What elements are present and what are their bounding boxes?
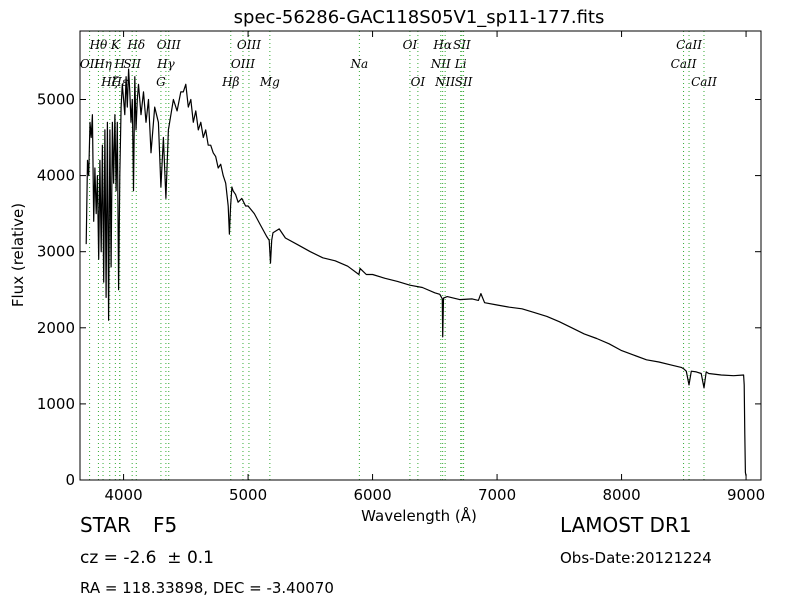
coordinates: RA = 118.33898, DEC = -3.40070: [80, 579, 334, 597]
marker-label-17: OI: [403, 38, 418, 52]
marker-label-2: Hη: [93, 57, 112, 71]
y-tick-label-4: 4000: [37, 167, 75, 185]
marker-label-13: OIII: [231, 57, 255, 71]
marker-label-25: CaII: [671, 57, 697, 71]
x-tick-label-1: 5000: [229, 486, 267, 504]
y-tick-label-5: 5000: [37, 90, 75, 108]
x-tick-label-4: 8000: [602, 486, 640, 504]
y-tick-label-3: 3000: [37, 243, 75, 261]
marker-label-16: Na: [350, 57, 369, 71]
axis-ticks: 4000 5000 6000 7000 8000 9000 0 1000 2000 3000 400…: [37, 31, 765, 504]
marker-label-18: OI: [411, 75, 426, 89]
marker-label-9: G: [156, 75, 166, 89]
marker-label-8: Hδ: [126, 38, 145, 52]
chart-title: spec-56286-GAC118S05V1_sp11-177.fits: [234, 7, 605, 28]
marker-label-12: Hβ: [221, 75, 239, 89]
y-tick-label-2: 2000: [37, 319, 75, 337]
marker-label-7: SII: [123, 57, 141, 71]
x-axis-label: Wavelength (Å): [361, 506, 477, 525]
y-tick-label-1: 1000: [37, 395, 75, 413]
x-tick-label-0: 4000: [104, 486, 142, 504]
object-class: STAR: [80, 513, 131, 537]
marker-label-24: SII: [455, 75, 473, 89]
spectrum-series: [85, 68, 747, 477]
marker-label-1: Hθ: [89, 38, 108, 52]
marker-label-21: NII: [434, 75, 455, 89]
marker-label-11: OIII: [157, 38, 181, 52]
marker-label-23: SII: [453, 38, 471, 52]
marker-label-20: Hα: [432, 38, 452, 52]
y-axis-label: Flux (relative): [9, 203, 27, 307]
emission-line-markers: OIIHθHηHζKHHεSIIHδGHγOIIIHβOIIIOIIIMgNaO…: [80, 31, 717, 480]
marker-label-27: CaII: [691, 75, 717, 89]
marker-label-3: Hζ: [100, 75, 119, 89]
marker-label-19: NII: [430, 57, 451, 71]
x-tick-label-5: 9000: [727, 486, 765, 504]
marker-label-4: K: [110, 38, 121, 52]
y-tick-label-0: 0: [65, 471, 75, 489]
spectral-classification: STAR F5: [80, 513, 177, 537]
spectrum-line-0: [85, 68, 747, 477]
survey-name: LAMOST DR1: [560, 513, 692, 537]
marker-label-26: CaII: [676, 38, 702, 52]
x-tick-label-2: 6000: [353, 486, 391, 504]
observation-date: Obs-Date:20121224: [560, 549, 712, 567]
plot-frame: [79, 30, 762, 481]
marker-label-6: Hε: [110, 75, 128, 89]
redshift-value: cz = -2.6 ± 0.1: [80, 548, 214, 568]
x-tick-label-3: 7000: [478, 486, 516, 504]
marker-label-15: Mg: [259, 75, 280, 89]
marker-label-22: Li: [454, 57, 467, 71]
marker-label-10: Hγ: [156, 57, 175, 71]
marker-label-14: OIII: [237, 38, 261, 52]
object-subclass: F5: [152, 513, 178, 537]
marker-label-0: OII: [80, 57, 100, 71]
